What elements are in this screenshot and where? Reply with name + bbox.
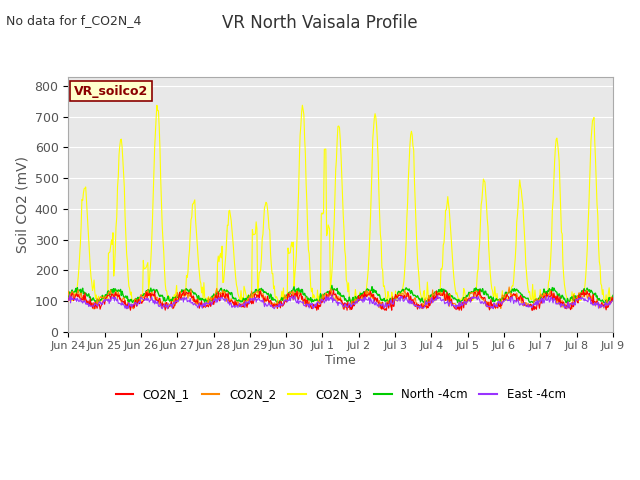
X-axis label: Time: Time (325, 354, 356, 367)
Text: VR North Vaisala Profile: VR North Vaisala Profile (222, 14, 418, 33)
Text: VR_soilco2: VR_soilco2 (74, 84, 148, 97)
Text: No data for f_CO2N_4: No data for f_CO2N_4 (6, 14, 142, 27)
Legend: CO2N_1, CO2N_2, CO2N_3, North -4cm, East -4cm: CO2N_1, CO2N_2, CO2N_3, North -4cm, East… (111, 384, 570, 406)
Y-axis label: Soil CO2 (mV): Soil CO2 (mV) (15, 156, 29, 253)
